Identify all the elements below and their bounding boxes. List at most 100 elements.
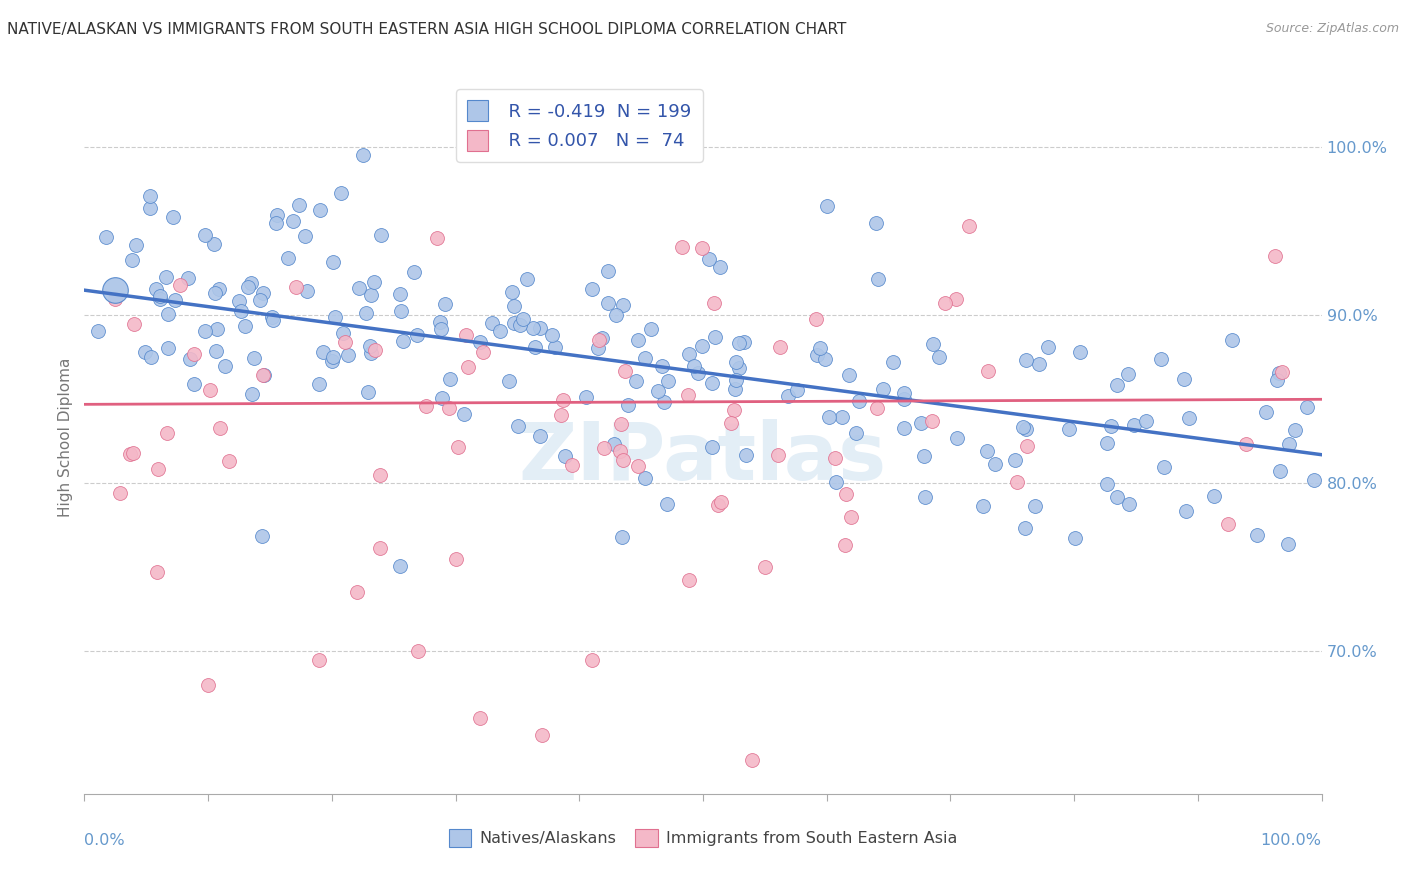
Point	[720, 416, 742, 430]
Point	[893, 385, 915, 400]
Point	[603, 437, 626, 451]
Y-axis label: High School Diploma: High School Diploma	[58, 358, 73, 516]
Point	[437, 401, 460, 415]
Point	[766, 449, 789, 463]
Point	[392, 334, 415, 348]
Point	[429, 315, 451, 329]
Point	[834, 538, 856, 552]
Point	[415, 399, 437, 413]
Point	[1284, 423, 1306, 437]
Point	[703, 295, 725, 310]
Point	[277, 252, 299, 266]
Point	[389, 303, 412, 318]
Point	[204, 237, 226, 252]
Point	[141, 351, 163, 365]
Point	[839, 510, 862, 524]
Point	[134, 345, 156, 359]
Point	[370, 227, 392, 242]
Point	[723, 402, 745, 417]
Point	[977, 364, 1000, 378]
Point	[288, 198, 311, 212]
Point	[404, 265, 426, 279]
Point	[346, 585, 368, 599]
Point	[1135, 414, 1157, 428]
Point	[1236, 436, 1258, 450]
Point	[686, 366, 709, 380]
Point	[634, 471, 657, 485]
Point	[1277, 537, 1299, 551]
Point	[333, 335, 356, 350]
Point	[1014, 521, 1036, 535]
Point	[229, 304, 252, 318]
Point	[592, 442, 614, 456]
Point	[651, 359, 673, 374]
Point	[323, 310, 346, 324]
Point	[1005, 475, 1028, 489]
Point	[162, 210, 184, 224]
Point	[657, 497, 679, 511]
Point	[921, 413, 943, 427]
Point	[87, 325, 110, 339]
Point	[285, 280, 308, 294]
Point	[359, 339, 381, 353]
Point	[1264, 249, 1286, 263]
Point	[489, 324, 512, 338]
Point	[945, 292, 967, 306]
Point	[1099, 419, 1122, 434]
Point	[312, 345, 335, 359]
Point	[336, 348, 359, 362]
Point	[360, 288, 382, 302]
Point	[1036, 340, 1059, 354]
Point	[818, 409, 841, 424]
Point	[309, 203, 332, 218]
Point	[139, 202, 162, 216]
Point	[156, 425, 179, 440]
Point	[516, 272, 538, 286]
Point	[503, 300, 526, 314]
Point	[1296, 401, 1319, 415]
Point	[389, 287, 412, 301]
Point	[1069, 344, 1091, 359]
Point	[472, 345, 495, 359]
Point	[1123, 417, 1146, 432]
Point	[724, 355, 747, 369]
Text: ZIPatlas: ZIPatlas	[519, 419, 887, 498]
Point	[741, 753, 763, 767]
Point	[609, 417, 631, 431]
Point	[703, 329, 725, 343]
Point	[697, 252, 720, 266]
Point	[156, 307, 179, 321]
Point	[330, 186, 353, 200]
Point	[322, 350, 344, 364]
Point	[360, 346, 382, 360]
Point	[1028, 357, 1050, 371]
Point	[1265, 373, 1288, 387]
Point	[252, 285, 274, 300]
Point	[205, 322, 228, 336]
Point	[145, 282, 167, 296]
Point	[266, 208, 288, 222]
Point	[364, 343, 387, 357]
Point	[1268, 464, 1291, 478]
Point	[145, 565, 167, 579]
Point	[957, 219, 980, 234]
Point	[984, 457, 1007, 471]
Point	[457, 359, 479, 374]
Point	[700, 376, 723, 390]
Point	[454, 328, 477, 343]
Point	[1095, 436, 1118, 450]
Point	[352, 148, 374, 162]
Point	[125, 238, 148, 252]
Point	[509, 318, 531, 332]
Point	[724, 382, 747, 396]
Point	[207, 282, 229, 296]
Point	[183, 346, 205, 360]
Point	[640, 322, 662, 336]
Point	[498, 374, 520, 388]
Point	[177, 270, 200, 285]
Point	[139, 188, 162, 202]
Point	[914, 491, 936, 505]
Point	[198, 383, 221, 397]
Point	[709, 260, 731, 275]
Point	[1302, 473, 1324, 487]
